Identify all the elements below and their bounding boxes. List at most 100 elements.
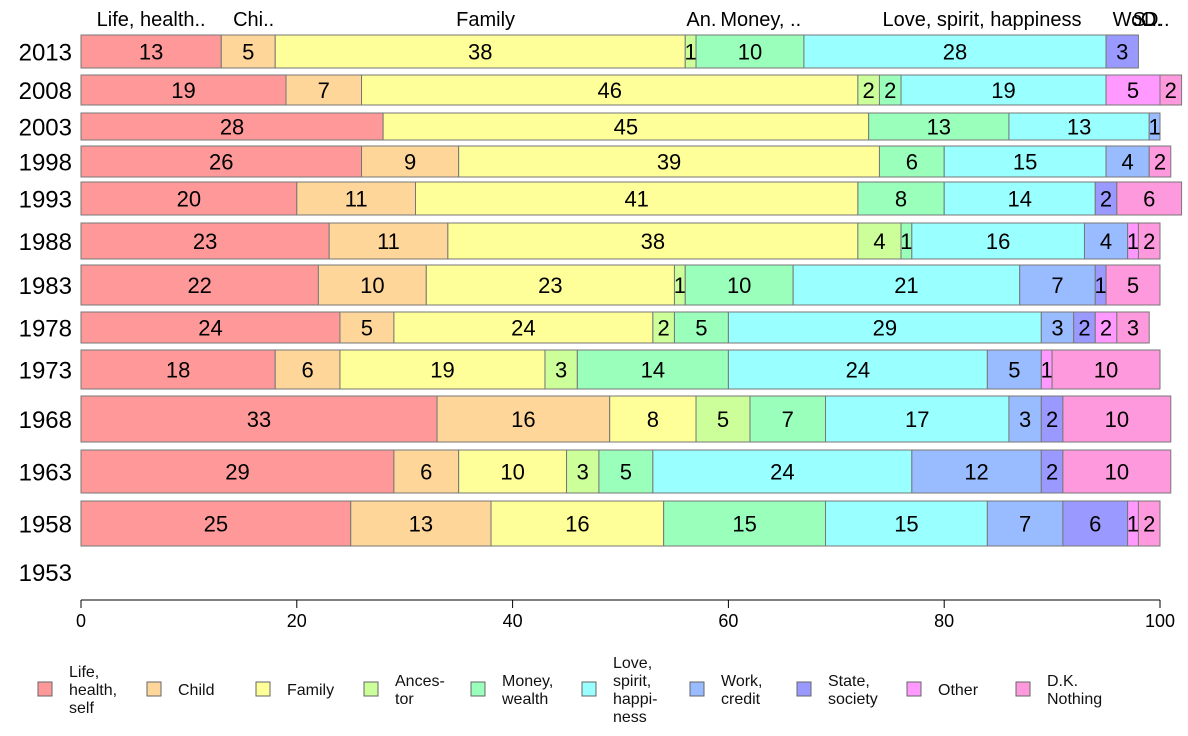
bar-value-label: 8 [647, 407, 659, 432]
legend-label: Life, health, self [69, 664, 117, 717]
bar-segment [328, 222, 449, 260]
bar-segment [1105, 34, 1139, 69]
x-tick-label: 0 [76, 611, 86, 631]
bar-value-label: 1 [1127, 512, 1139, 537]
bar-value-label: 1 [900, 229, 912, 254]
bar-segment [80, 112, 384, 141]
bar-value-label: 6 [1089, 512, 1101, 537]
bar-value-label: 39 [657, 150, 681, 175]
bar-segment [825, 500, 988, 547]
bar-segment [1105, 264, 1161, 306]
bar-segment [274, 34, 686, 69]
bar-value-label: 2 [1165, 78, 1177, 103]
legend-item: Ances-tor [363, 673, 445, 708]
bar-value-label: 46 [597, 78, 621, 103]
year-label: 1998 [19, 150, 72, 177]
bar-value-label: 5 [620, 460, 632, 485]
bar-value-label: 16 [986, 229, 1010, 254]
bar-segment [1008, 112, 1150, 141]
legend-label: Family [287, 682, 334, 699]
year-label: 1988 [19, 229, 72, 256]
year-label: 2008 [19, 78, 72, 105]
bar-value-label: 13 [927, 115, 951, 140]
bar-value-label: 28 [943, 40, 967, 65]
bar-value-label: 28 [220, 115, 244, 140]
bar-segment [857, 222, 902, 260]
top-category-label: Life, health.. [97, 9, 206, 31]
bar-segment [1148, 112, 1161, 141]
bar-value-label: 1 [685, 40, 697, 65]
bar-segment [361, 145, 460, 178]
bar-value-label: 7 [1019, 512, 1031, 537]
bar-value-label: 1 [1127, 229, 1139, 254]
bar-segment [339, 349, 546, 390]
year-axis-labels: 2013 2008 2003 1998 1993 1988 1983 1978 1973 1968… [19, 40, 72, 588]
bars-area: 13 5 38 1 10 28 319 7 46 2 2 19 5 228 45 13 13 126 9 39 6 15 4… [80, 34, 1183, 547]
bar-value-label: 14 [1007, 187, 1031, 212]
bar-segment [1040, 311, 1075, 344]
bar-value-label: 29 [225, 460, 249, 485]
bar-value-label: 9 [404, 150, 416, 175]
bar-segment [598, 449, 654, 494]
legend-label: Child [178, 682, 214, 699]
year-label: 1993 [19, 187, 72, 214]
top-category-label: O. [1141, 9, 1162, 31]
bar-segment [986, 500, 1064, 547]
bar-segment [80, 74, 287, 106]
bar-value-label: 3 [1127, 316, 1139, 341]
bar-value-label: 2 [863, 78, 875, 103]
top-category-label: S.. [1133, 9, 1157, 31]
bar-segment [1116, 311, 1150, 344]
bar-value-label: 10 [1094, 358, 1118, 383]
bar-value-label: 23 [193, 229, 217, 254]
bar-value-label: 15 [732, 512, 756, 537]
bar-segment [544, 349, 578, 390]
legend-item: State, society [796, 673, 878, 708]
bar-value-label: 19 [430, 358, 454, 383]
bar-value-label: 13 [1067, 115, 1091, 140]
bar-segment [943, 181, 1096, 216]
top-category-label: D.. [1144, 9, 1170, 31]
bar-segment [285, 74, 363, 106]
bar-value-label: 5 [242, 40, 254, 65]
bar-value-label: 19 [991, 78, 1015, 103]
bar-segment [1159, 74, 1183, 106]
year-label: 2003 [19, 115, 72, 142]
legend-swatch [796, 681, 812, 697]
bar-value-label: 2 [1100, 187, 1112, 212]
legend-item: Child [146, 681, 214, 699]
bar-value-label: 10 [1105, 460, 1129, 485]
bar-segment [986, 349, 1042, 390]
bar-value-label: 4 [1122, 150, 1134, 175]
legend-label: Other [938, 682, 979, 699]
bar-segment [382, 112, 870, 141]
bar-segment [80, 145, 363, 178]
bar-value-label: 1 [1041, 358, 1053, 383]
legend-item: Love, spirit, happi-ness [581, 655, 657, 726]
bar-segment [749, 395, 827, 443]
bar-segment [1105, 74, 1161, 106]
bar-segment [274, 349, 341, 390]
bar-value-label: 3 [577, 460, 589, 485]
bar-value-label: 26 [209, 150, 233, 175]
legend-swatch [470, 681, 486, 697]
bar-value-label: 14 [641, 358, 665, 383]
bar-segment [80, 349, 276, 390]
bar-segment [1083, 222, 1129, 260]
top-category-label: Chi.. [233, 9, 274, 31]
bar-value-label: 7 [1051, 273, 1063, 298]
bar-value-label: 41 [624, 187, 648, 212]
top-category-label: Love, spirit, happiness [882, 9, 1081, 31]
bar-value-label: 3 [555, 358, 567, 383]
bar-segment [80, 395, 438, 443]
bar-value-label: 5 [1008, 358, 1020, 383]
bar-segment [220, 34, 276, 69]
legend-item: Work, credit [689, 673, 762, 708]
bar-segment [80, 181, 298, 216]
bar-segment [1062, 449, 1172, 494]
legend-swatch [581, 681, 597, 697]
bar-value-label: 23 [538, 273, 562, 298]
legend-item: Money, wealth [470, 673, 553, 708]
bar-segment [727, 349, 988, 390]
